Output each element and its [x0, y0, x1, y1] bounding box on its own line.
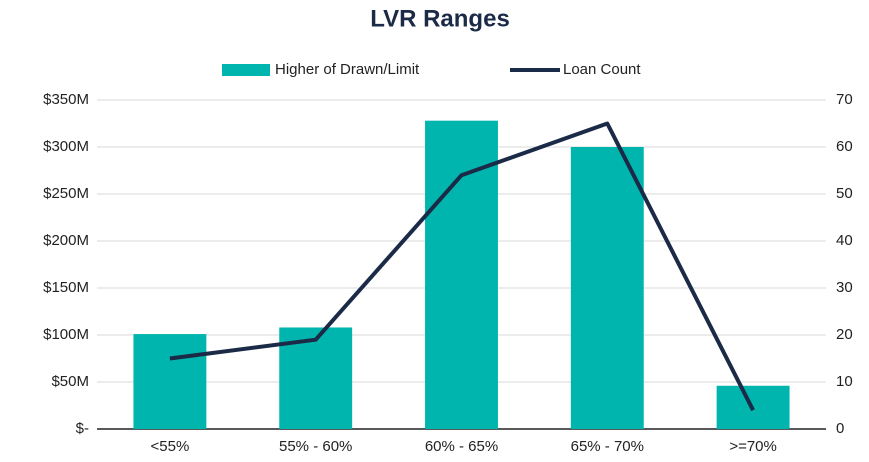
y-tick-label: $50M — [51, 373, 89, 390]
x-tick-label: 65% - 70% — [571, 438, 644, 455]
y2-tick-label: 30 — [836, 279, 853, 296]
y-tick-label: $- — [76, 420, 89, 437]
y2-tick-label: 20 — [836, 326, 853, 343]
y2-tick-label: 50 — [836, 185, 853, 202]
y2-tick-label: 60 — [836, 138, 853, 155]
y2-tick-label: 40 — [836, 232, 853, 249]
y-tick-label: $300M — [43, 138, 89, 155]
bar — [425, 120, 498, 430]
y2-tick-label: 70 — [836, 91, 853, 108]
y-tick-label: $200M — [43, 232, 89, 249]
x-tick-label: 55% - 60% — [279, 438, 352, 455]
legend-label: Higher of Drawn/Limit — [275, 61, 420, 78]
bar — [570, 147, 644, 429]
legend-swatch — [222, 64, 270, 76]
x-tick-label: >=70% — [729, 438, 777, 455]
x-tick-label: 60% - 65% — [425, 438, 498, 455]
bar — [133, 334, 207, 429]
chart-title: LVR Ranges — [370, 5, 510, 32]
x-tick-label: <55% — [151, 438, 190, 455]
y-tick-label: $100M — [43, 326, 89, 343]
legend-label: Loan Count — [563, 61, 641, 78]
line — [169, 121, 755, 412]
y2-tick-label: 10 — [836, 373, 853, 390]
y-tick-label: $150M — [43, 279, 89, 296]
y-tick-label: $250M — [43, 185, 89, 202]
y2-tick-label: 0 — [836, 420, 844, 437]
y-tick-label: $350M — [43, 91, 89, 108]
